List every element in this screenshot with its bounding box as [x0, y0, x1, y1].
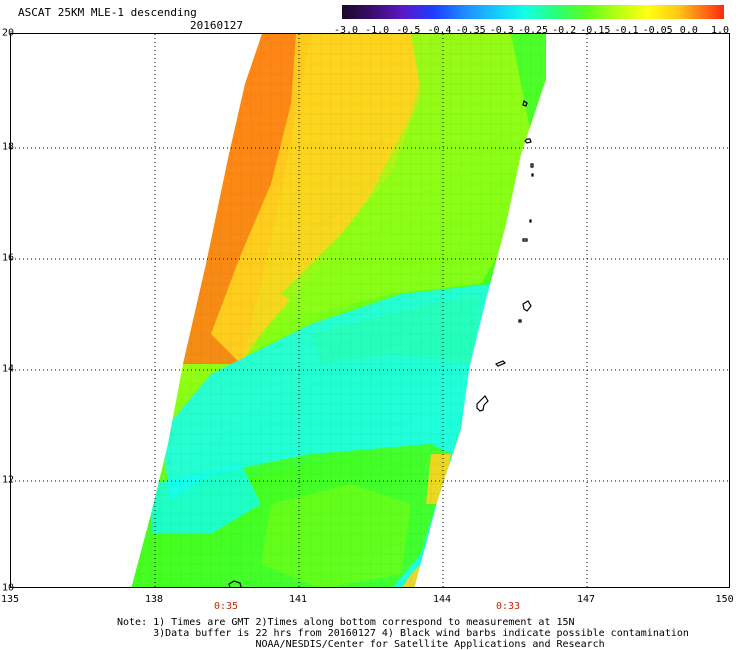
graticule — [11, 34, 729, 587]
wind-swath — [131, 34, 546, 587]
product-title: ASCAT 25KM MLE-1 descending — [18, 6, 197, 19]
latitude-label: 12 — [2, 474, 15, 486]
latitude-label: 14 — [2, 363, 15, 375]
latitude-label: 18 — [2, 141, 15, 153]
color-scale-bar — [342, 5, 724, 19]
color-scale-label: -0.2 — [552, 25, 577, 36]
color-scale-label: -0.15 — [580, 25, 611, 36]
longitude-label: 147 — [576, 594, 596, 605]
color-scale-label: -1.0 — [365, 25, 390, 36]
color-scale-label: -0.05 — [642, 25, 673, 36]
color-scale-label: -0.1 — [614, 25, 639, 36]
map-canvas — [11, 34, 729, 587]
color-scale-label: -3.0 — [333, 25, 359, 36]
coastlines — [228, 100, 534, 587]
longitude-label: 138 — [144, 594, 164, 605]
time-label-left: 0:35 — [213, 601, 239, 612]
longitude-label: 141 — [288, 594, 308, 605]
color-scale-label: 1.0 — [710, 25, 730, 36]
latitude-label: 10 — [2, 582, 15, 594]
longitude-label: 135 — [0, 594, 20, 605]
longitude-label: 144 — [432, 594, 452, 605]
color-scale-label: -0.25 — [517, 25, 549, 36]
note-line-1: Note: 1) Times are GMT 2)Times along bot… — [117, 617, 575, 628]
latitude-label: 20 — [2, 27, 15, 39]
color-scale-label: -0.4 — [427, 25, 452, 36]
latitude-label: 16 — [2, 252, 15, 264]
time-label-right: 0:33 — [495, 601, 521, 612]
note-line-3: NOAA/NESDIS/Center for Satellite Applica… — [117, 639, 605, 650]
map-frame — [10, 33, 730, 588]
color-scale-label: -0.35 — [455, 25, 486, 36]
color-scale-label: 0.0 — [679, 25, 698, 36]
longitude-label: 150 — [715, 594, 734, 605]
color-scale-label: -0.5 — [396, 25, 421, 36]
color-scale-label: -0.3 — [489, 25, 514, 36]
note-line-2: 3)Data buffer is 22 hrs from 20160127 4)… — [117, 628, 689, 639]
product-date: 20160127 — [190, 19, 243, 32]
